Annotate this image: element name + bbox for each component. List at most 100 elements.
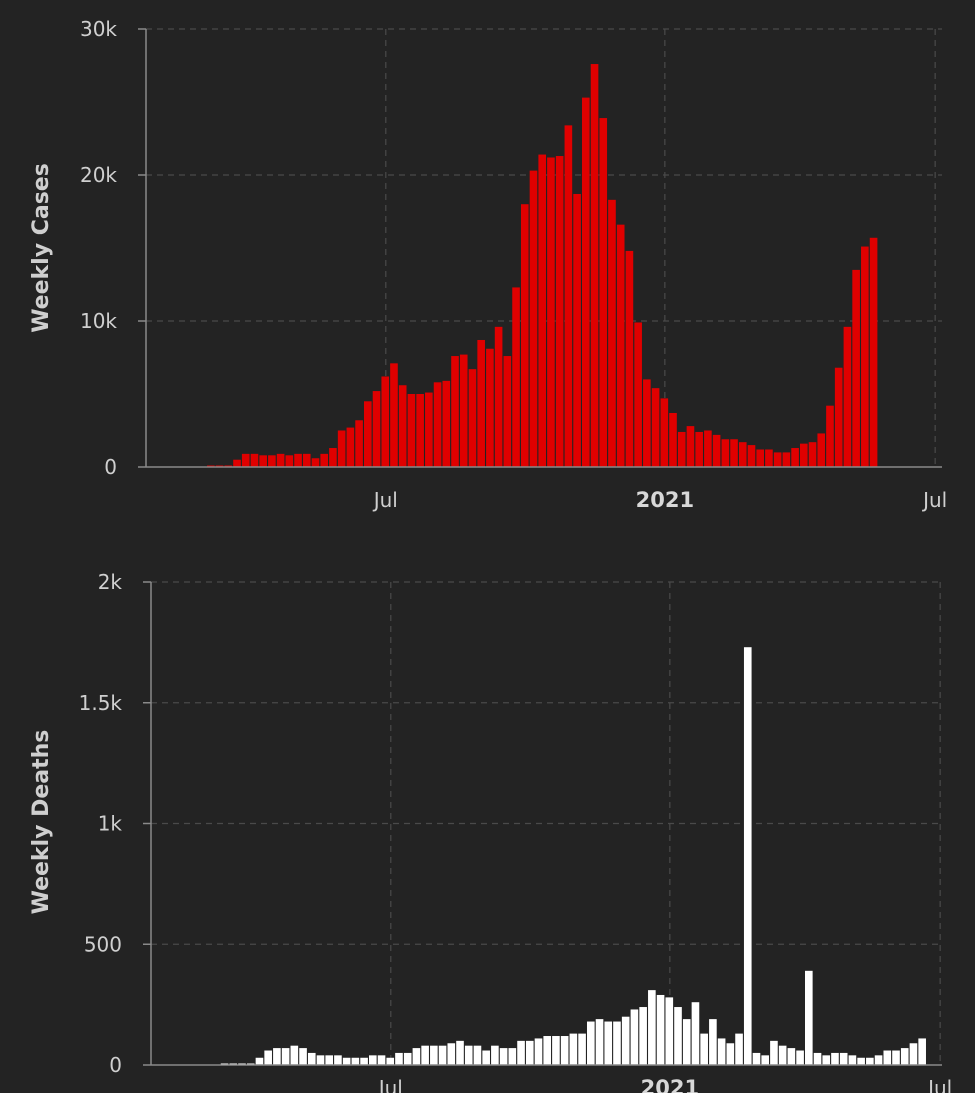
bar <box>360 1057 368 1065</box>
bar <box>726 1043 735 1065</box>
bar <box>372 391 381 467</box>
bar <box>883 1050 892 1065</box>
bar <box>334 1055 342 1065</box>
y-tick-label: 10k <box>80 309 117 333</box>
bar <box>656 994 665 1065</box>
bar <box>316 1055 325 1065</box>
y-axis-label: Weekly Cases <box>29 163 54 333</box>
bar <box>552 1036 560 1065</box>
bar <box>503 356 512 467</box>
bar <box>639 1007 647 1065</box>
bar <box>608 199 616 467</box>
y-tick-label: 30k <box>80 17 117 41</box>
bar <box>320 453 329 467</box>
bar <box>709 1019 717 1065</box>
bar <box>674 1007 682 1065</box>
bar <box>704 430 712 467</box>
bar <box>369 1055 377 1065</box>
bar <box>796 1050 804 1065</box>
bar <box>691 1002 700 1065</box>
bar <box>525 1040 534 1065</box>
bar <box>834 367 843 467</box>
bar <box>337 430 346 467</box>
bar <box>464 1045 473 1065</box>
bar <box>241 453 250 467</box>
bar <box>839 1052 848 1065</box>
y-tick-label: 1.5k <box>79 691 123 715</box>
bar <box>918 1038 926 1065</box>
bar <box>604 1021 613 1065</box>
bar <box>738 442 747 467</box>
bar <box>512 287 520 467</box>
y-axis-label: Weekly Deaths <box>29 730 54 915</box>
x-tick-label: 2021 <box>641 1076 699 1093</box>
bar <box>290 1045 299 1065</box>
bar <box>486 348 494 467</box>
bar <box>412 1048 421 1065</box>
bar <box>817 433 826 467</box>
bar <box>482 1050 490 1065</box>
bar <box>866 1057 874 1065</box>
bar <box>643 379 651 467</box>
bar <box>778 1045 787 1065</box>
bar <box>534 1038 543 1065</box>
bar <box>630 1009 639 1065</box>
y-tick-label: 20k <box>80 163 117 187</box>
bar <box>520 204 529 467</box>
bar <box>459 354 468 467</box>
bar <box>255 1057 264 1065</box>
bar <box>311 458 320 467</box>
bar <box>564 125 573 468</box>
bar <box>900 1048 909 1065</box>
bar <box>377 1055 386 1065</box>
bar <box>665 997 674 1065</box>
bar <box>634 322 642 467</box>
bar <box>800 443 808 467</box>
bar <box>403 1052 412 1065</box>
bar <box>268 455 276 467</box>
bar <box>259 455 267 467</box>
bar <box>787 1048 796 1065</box>
bar <box>648 990 656 1065</box>
y-tick-label: 2k <box>98 570 123 594</box>
bar <box>329 448 337 467</box>
bar <box>874 1055 883 1065</box>
bar <box>843 326 852 467</box>
bar <box>543 1036 552 1065</box>
bar <box>721 439 730 467</box>
bar <box>390 363 398 467</box>
bar <box>621 1016 630 1065</box>
bar <box>529 170 538 467</box>
bar <box>508 1048 517 1065</box>
bar <box>909 1043 918 1065</box>
y-tick-label: 500 <box>84 932 122 956</box>
bar <box>264 1050 272 1065</box>
bar <box>425 392 433 467</box>
bar <box>677 431 686 467</box>
bar <box>395 1052 403 1065</box>
bar <box>325 1055 334 1065</box>
y-tick-label: 0 <box>104 455 117 479</box>
bar <box>468 369 477 467</box>
bar <box>765 449 773 467</box>
bar <box>669 412 677 467</box>
bar <box>717 1038 726 1065</box>
bar <box>869 237 878 467</box>
bar <box>735 1033 743 1065</box>
bar <box>743 647 752 1065</box>
bar <box>761 1055 770 1065</box>
bar <box>625 250 634 467</box>
bar <box>857 1057 865 1065</box>
bar <box>808 442 817 467</box>
bar <box>386 1057 395 1065</box>
bar <box>442 380 451 467</box>
bar <box>421 1045 429 1065</box>
bar <box>773 452 782 467</box>
bar <box>831 1052 839 1065</box>
bar <box>517 1040 525 1065</box>
bar <box>752 1052 761 1065</box>
bar <box>695 431 703 467</box>
bar <box>578 1033 586 1065</box>
x-tick-label: 2021 <box>636 488 694 512</box>
bar <box>346 427 355 467</box>
